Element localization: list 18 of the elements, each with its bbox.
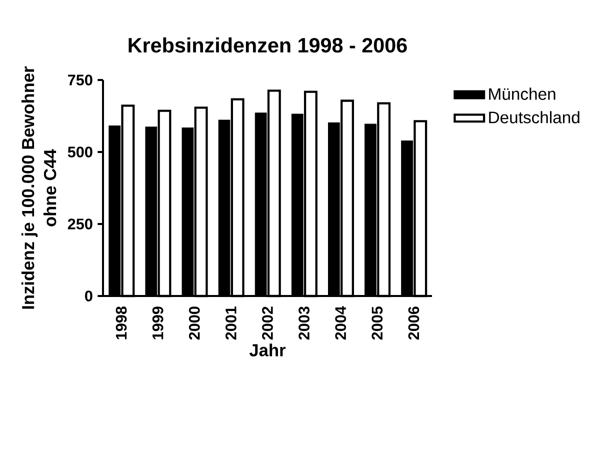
x-tick-label: 2002 (262, 306, 273, 340)
legend-label: Deutschland (489, 111, 580, 124)
x-tick-label: 1998 (116, 306, 127, 340)
x-axis-title: Jahr (249, 344, 286, 356)
legend-label: München (489, 88, 556, 100)
y-tick-label: 500 (68, 146, 92, 158)
y-tick-label: 250 (68, 218, 92, 230)
x-tick-label: 2005 (372, 306, 383, 340)
x-tick-label: 2004 (335, 306, 346, 340)
x-tick-label: 1999 (152, 306, 164, 340)
y-axis-title: Inzidenz je 100.000 Bewohner ohne C44 (21, 66, 56, 309)
x-tick-label: 2006 (408, 306, 420, 340)
x-tick-label: 2003 (298, 306, 310, 340)
x-tick-label: 2001 (226, 306, 236, 340)
y-tick-label: 0 (85, 290, 92, 302)
x-tick-label: 2000 (188, 306, 200, 340)
chart-title: Krebsinzidenzen 1998 - 2006 (128, 37, 407, 53)
y-tick-label: 750 (68, 74, 92, 86)
